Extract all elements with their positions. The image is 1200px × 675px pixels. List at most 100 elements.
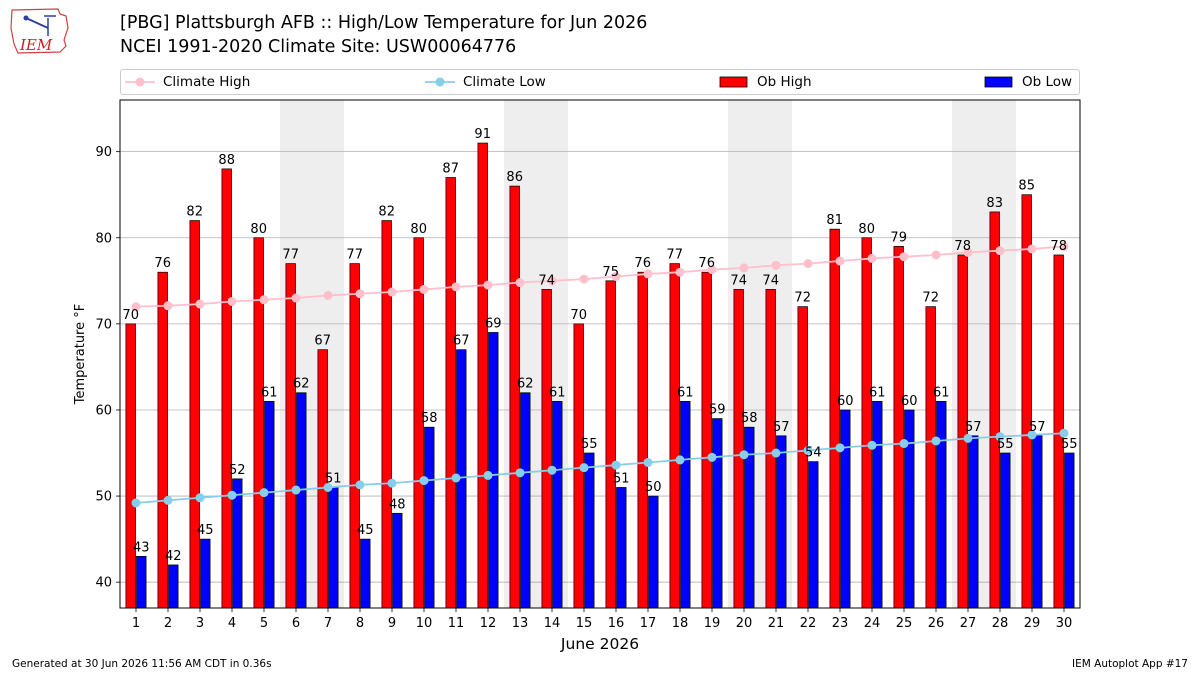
point-climate-low-day-16 <box>611 460 621 470</box>
point-climate-low-day-26 <box>931 436 941 446</box>
point-climate-low-day-1 <box>131 498 141 508</box>
x-tick-label-17: 17 <box>640 616 657 631</box>
bar-ob-high-day-5 <box>253 237 264 609</box>
legend-item-climate-low: Climate Low <box>425 70 546 94</box>
point-climate-high-day-2 <box>163 301 173 311</box>
svg-text:IEM: IEM <box>19 36 53 54</box>
y-axis-title: Temperature °F <box>73 304 88 405</box>
data-label-ob-high-day-14: 74 <box>538 273 555 288</box>
data-label-ob-high-day-26: 72 <box>922 291 939 306</box>
point-climate-low-day-13 <box>515 468 525 478</box>
bar-ob-low-day-1 <box>136 555 147 609</box>
weekend-band-day-6 <box>280 100 312 608</box>
data-label-ob-low-day-17: 50 <box>645 480 662 495</box>
point-climate-low-day-21 <box>771 448 781 458</box>
point-climate-high-day-13 <box>515 278 525 288</box>
x-tick-label-23: 23 <box>832 616 849 631</box>
x-tick-label-12: 12 <box>480 616 497 631</box>
data-label-ob-high-day-23: 81 <box>826 213 843 228</box>
point-climate-low-day-28 <box>995 432 1005 442</box>
data-label-ob-high-day-15: 70 <box>570 308 587 323</box>
chart-subtitle: NCEI 1991-2020 Climate Site: USW00064776 <box>120 37 517 57</box>
weekend-band-day-14 <box>536 100 568 608</box>
data-label-ob-low-day-5: 61 <box>261 385 278 400</box>
data-label-ob-high-day-16: 75 <box>602 265 619 280</box>
point-climate-low-day-25 <box>899 439 909 449</box>
legend-marker-climate-low <box>425 77 455 87</box>
bar-ob-low-day-20 <box>744 426 755 609</box>
legend: Climate High Climate Low Ob High Ob Low <box>120 69 1080 95</box>
bar-ob-low-day-28 <box>1000 452 1011 609</box>
bar-ob-high-day-1 <box>125 323 136 609</box>
bar-ob-low-day-22 <box>808 461 819 609</box>
point-climate-high-day-6 <box>291 293 301 303</box>
x-tick-label-25: 25 <box>896 616 913 631</box>
bar-ob-high-day-6 <box>285 263 296 609</box>
data-label-ob-high-day-28: 83 <box>986 196 1003 211</box>
point-climate-low-day-19 <box>707 452 717 462</box>
x-tick-label-28: 28 <box>992 616 1009 631</box>
iem-logo: IEM <box>10 8 69 54</box>
point-climate-high-day-25 <box>899 252 909 262</box>
x-tick-label-4: 4 <box>228 616 236 631</box>
data-label-ob-low-day-14: 61 <box>549 385 566 400</box>
legend-label-ob-low: Ob Low <box>1022 74 1073 90</box>
x-tick-label-14: 14 <box>544 616 561 631</box>
data-label-ob-low-day-21: 57 <box>773 420 790 435</box>
data-label-ob-low-day-24: 61 <box>869 385 886 400</box>
point-climate-low-day-6 <box>291 485 301 495</box>
bar-ob-high-day-3 <box>189 220 200 609</box>
data-label-ob-low-day-23: 60 <box>837 394 854 409</box>
data-label-ob-high-day-5: 80 <box>250 222 267 237</box>
data-label-ob-high-day-4: 88 <box>218 153 235 168</box>
y-tick-label-70: 70 <box>95 317 112 332</box>
bar-ob-high-day-2 <box>157 271 168 609</box>
point-climate-low-day-27 <box>963 433 973 443</box>
data-label-ob-low-day-15: 55 <box>581 437 598 452</box>
bar-ob-low-day-4 <box>232 478 243 609</box>
point-climate-high-day-24 <box>867 253 877 263</box>
bar-ob-low-day-30 <box>1064 452 1075 609</box>
point-climate-high-day-14 <box>547 276 557 286</box>
x-tick-label-26: 26 <box>928 616 945 631</box>
legend-item-ob-low: Ob Low <box>984 70 1072 94</box>
point-climate-high-day-26 <box>931 250 941 260</box>
data-label-ob-high-day-18: 77 <box>666 248 683 263</box>
data-label-ob-high-day-13: 86 <box>506 170 523 185</box>
bar-ob-high-day-28 <box>989 211 1000 609</box>
bar-ob-high-day-12 <box>477 142 488 609</box>
bar-ob-low-day-8 <box>360 538 371 609</box>
data-label-ob-high-day-6: 77 <box>282 248 299 263</box>
x-tick-label-15: 15 <box>576 616 593 631</box>
bar-ob-low-day-21 <box>776 435 787 609</box>
weekend-band-day-13 <box>504 100 536 608</box>
data-label-ob-low-day-8: 45 <box>357 523 374 538</box>
bar-ob-high-day-24 <box>861 237 872 609</box>
bar-ob-high-day-22 <box>797 306 808 609</box>
bar-ob-high-day-20 <box>733 289 744 609</box>
point-climate-high-day-27 <box>963 247 973 257</box>
data-label-ob-low-day-27: 57 <box>965 420 982 435</box>
footer-generated: Generated at 30 Jun 2026 11:56 AM CDT in… <box>12 658 272 670</box>
data-label-ob-low-day-25: 60 <box>901 394 918 409</box>
weekend-band-day-7 <box>312 100 344 608</box>
x-tick-label-9: 9 <box>388 616 396 631</box>
data-label-ob-high-day-8: 77 <box>346 248 363 263</box>
bar-ob-low-day-27 <box>968 435 979 609</box>
point-climate-high-day-3 <box>195 299 205 309</box>
bar-ob-high-day-19 <box>701 271 712 609</box>
point-climate-high-day-7 <box>323 290 333 300</box>
x-tick-label-13: 13 <box>512 616 529 631</box>
point-climate-low-day-7 <box>323 482 333 492</box>
point-climate-high-day-29 <box>1027 244 1037 254</box>
point-climate-high-day-9 <box>387 287 397 297</box>
bar-ob-high-day-30 <box>1053 254 1064 609</box>
bar-ob-high-day-14 <box>541 289 552 609</box>
point-climate-low-day-3 <box>195 493 205 503</box>
data-label-ob-high-day-2: 76 <box>154 256 171 271</box>
point-climate-low-day-8 <box>355 480 365 490</box>
data-label-ob-high-day-3: 82 <box>186 205 203 220</box>
bar-ob-low-day-19 <box>712 418 723 609</box>
bar-ob-high-day-11 <box>445 177 456 609</box>
legend-marker-ob-low <box>984 76 1013 88</box>
